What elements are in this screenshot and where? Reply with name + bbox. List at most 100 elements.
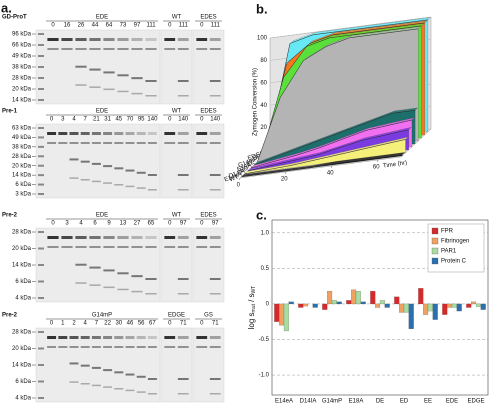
band — [209, 278, 221, 280]
lane-label: 6 — [93, 221, 97, 227]
lane-label: 13 — [120, 221, 127, 227]
marker-label: 28 kDa — [12, 76, 32, 82]
band — [147, 189, 157, 191]
x-tick-label: D14IA — [300, 399, 317, 405]
bar — [336, 301, 342, 305]
bar — [442, 303, 448, 315]
band — [177, 142, 189, 144]
lane-label: 22 — [104, 321, 111, 327]
marker-label: 20 kDa — [12, 346, 32, 352]
band — [209, 293, 221, 295]
bar — [432, 303, 438, 320]
y-axis-label-part: mut — [251, 303, 257, 312]
band — [47, 38, 59, 41]
lane-label: 0 — [200, 221, 204, 227]
x-tick-label: 0 — [237, 182, 241, 188]
marker-label: 4 kDa — [15, 396, 31, 402]
band — [117, 246, 129, 248]
bar — [423, 303, 429, 315]
band — [58, 142, 68, 144]
lane-group: EDES — [200, 109, 216, 115]
lane-group: G14mP — [92, 313, 112, 319]
ladder-band — [38, 183, 44, 186]
bar — [303, 303, 309, 307]
lane-label: 111 — [211, 23, 221, 29]
band — [164, 346, 176, 348]
bar — [322, 303, 328, 310]
bar — [375, 303, 381, 308]
band — [136, 346, 146, 348]
lane-label: 97 — [212, 221, 219, 227]
band — [103, 236, 115, 239]
band — [91, 162, 101, 165]
band — [209, 38, 221, 41]
band — [125, 373, 135, 376]
band — [91, 180, 101, 183]
band — [103, 369, 113, 372]
band — [209, 95, 221, 97]
band — [58, 132, 68, 135]
marker-label: 96 kDa — [12, 32, 32, 38]
gel-title: Pre-2 — [2, 213, 18, 219]
band — [103, 165, 113, 168]
band — [147, 174, 157, 176]
lane-group: WT — [172, 15, 182, 21]
band — [103, 88, 115, 91]
band — [89, 236, 101, 239]
band — [114, 184, 124, 186]
x-tick — [285, 171, 287, 175]
band — [177, 95, 189, 97]
band — [209, 236, 221, 239]
band — [209, 132, 221, 135]
band — [177, 378, 189, 380]
bar — [451, 303, 457, 308]
bar — [480, 303, 486, 310]
band — [177, 246, 189, 248]
marker-label: 6 kDa — [15, 379, 31, 385]
ladder-band — [38, 247, 44, 250]
panel-label: b. — [256, 1, 268, 16]
x-tick-label: E14eA — [275, 399, 293, 405]
band — [164, 336, 176, 339]
band — [103, 336, 113, 339]
x-axis-label: Time (hr) — [383, 160, 408, 169]
gel-image — [160, 327, 193, 403]
band — [75, 48, 87, 50]
band — [196, 336, 208, 339]
band — [75, 236, 87, 239]
lane-label: 70 — [127, 117, 134, 123]
band — [75, 282, 87, 284]
band — [147, 378, 157, 380]
band — [103, 346, 113, 348]
ladder-band — [38, 44, 44, 46]
band — [177, 132, 189, 135]
bar — [331, 300, 337, 305]
x-tick-label: DE — [376, 399, 384, 405]
ladder-band — [38, 145, 44, 148]
band — [177, 174, 189, 176]
band — [164, 142, 176, 144]
band — [47, 142, 57, 144]
band — [136, 375, 146, 378]
lane-label: 0 — [51, 23, 55, 29]
band — [131, 38, 143, 41]
gel-image — [192, 227, 225, 303]
band — [114, 346, 124, 348]
band — [136, 187, 146, 189]
band — [114, 167, 124, 170]
band — [75, 263, 87, 266]
lane-label: 0 — [51, 221, 55, 227]
x-tick-label: ED — [400, 399, 409, 405]
band — [80, 364, 90, 367]
band — [136, 391, 146, 393]
lane-label: 140 — [178, 117, 189, 123]
lane-label: 0 — [200, 117, 204, 123]
band — [131, 48, 143, 50]
marker-label: 14 kDa — [12, 173, 32, 179]
y-axis-label-part: / s — [247, 293, 256, 304]
band — [91, 336, 101, 339]
band — [196, 246, 208, 248]
band — [91, 142, 101, 144]
band — [196, 132, 208, 135]
